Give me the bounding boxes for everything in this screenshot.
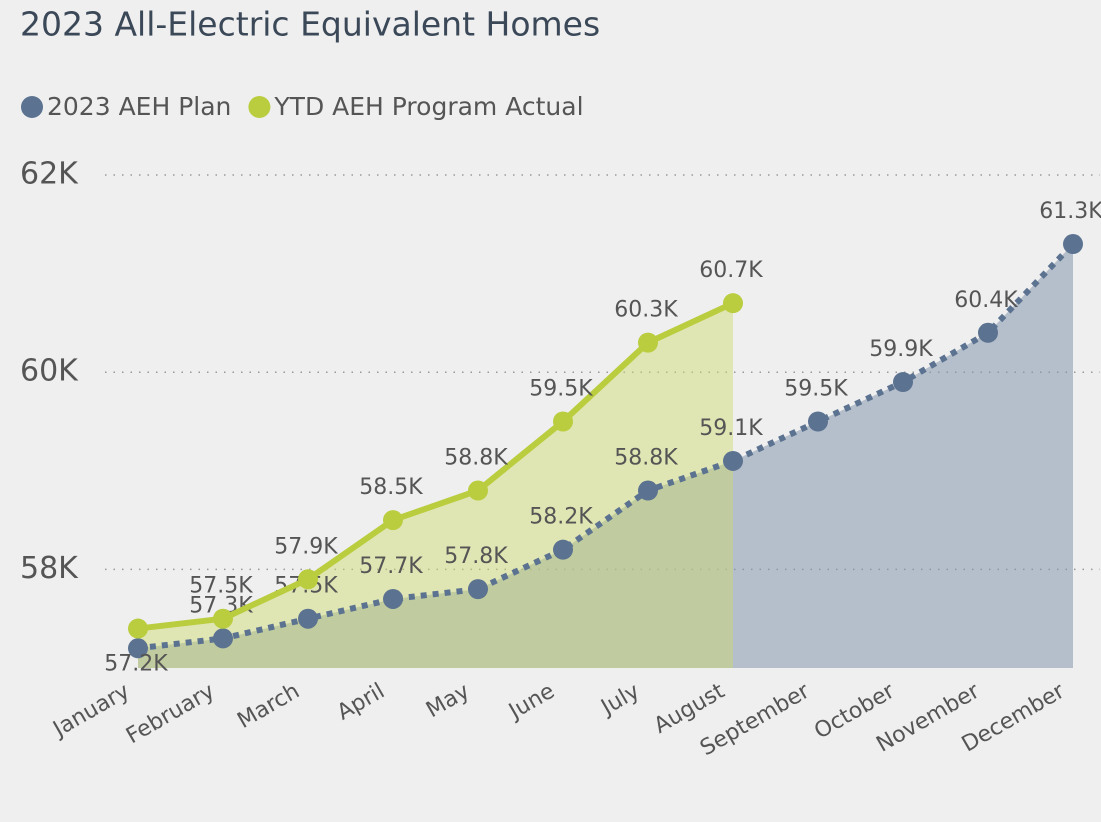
point [298,608,318,629]
legend-swatch [21,96,43,118]
data-label: 57.7K [359,554,423,579]
y-tick-label: 60K [20,354,79,389]
point [978,322,998,343]
data-label: 57.5K [189,574,253,599]
data-label: 60.3K [614,298,678,323]
legend-label: 2023 AEH Plan [47,92,231,121]
area [138,303,733,668]
data-label: 58.8K [614,446,678,471]
data-label: 57.2K [104,651,168,676]
data-label: 61.3K [1039,199,1101,224]
data-label: 58.8K [444,446,508,471]
data-label: 59.9K [869,337,933,362]
point [468,579,488,600]
x-tick-label: June [503,679,559,726]
chart-title: 2023 All-Electric Equivalent Homes [20,5,600,44]
data-label: 58.2K [529,505,593,530]
point [553,539,573,560]
x-tick-label: January [48,679,134,743]
point [213,628,233,649]
data-label: 60.4K [954,288,1018,313]
area [138,244,1073,668]
x-tick-label: March [233,679,304,734]
point [128,638,148,659]
point [723,450,743,471]
x-tick-label: May [422,679,474,723]
line [137,241,1076,652]
point [213,608,233,629]
point [128,618,148,639]
x-tick-label: July [595,679,644,721]
data-label: 59.5K [529,377,593,402]
data-label: 57.9K [274,534,338,559]
point [298,569,318,590]
point [1063,234,1083,255]
point [383,510,403,531]
point [638,480,658,501]
point [553,411,573,432]
point [723,293,743,314]
data-label: 57.8K [444,544,508,569]
point [638,332,658,353]
data-label: 59.5K [784,377,848,402]
data-label: 59.1K [699,416,763,441]
data-label: 60.7K [699,258,763,283]
y-tick-label: 62K [20,157,79,192]
data-label: 58.5K [359,475,423,500]
x-tick-label: February [122,679,219,749]
y-tick-label: 58K [20,551,79,586]
line [137,300,735,632]
point [383,588,403,609]
legend-label: YTD AEH Program Actual [273,92,583,121]
point [893,372,913,393]
point [808,411,828,432]
point [468,480,488,501]
legend-swatch [248,96,271,118]
x-tick-label: April [333,679,389,726]
